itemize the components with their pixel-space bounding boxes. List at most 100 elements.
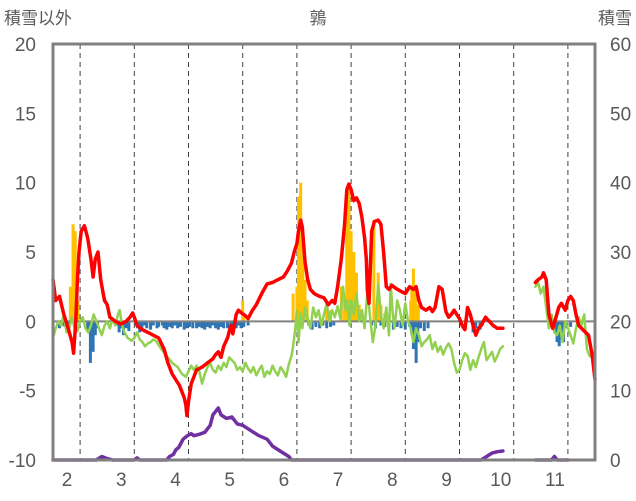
blue-bar-56 — [310, 321, 314, 330]
orange-bar-7 — [295, 286, 299, 322]
blue-bar-52 — [239, 321, 243, 329]
orange-bar-19 — [349, 231, 353, 322]
blue-bar-47 — [226, 321, 230, 329]
x-tick-label: 11 — [545, 470, 565, 491]
blue-bar-75 — [414, 321, 418, 363]
blue-bar-69 — [395, 321, 399, 327]
blue-bar-65 — [379, 321, 383, 326]
blue-bar-18 — [142, 321, 146, 326]
y-right-tick-label: 10 — [610, 382, 631, 403]
blue-bar-70 — [399, 321, 403, 329]
orange-bar-6 — [291, 293, 295, 322]
x-tick-label: 4 — [170, 470, 181, 491]
x-tick-labels: 2 3 4 5 6 7 8 9 10 11 — [62, 470, 565, 491]
blue-bar-46 — [222, 321, 226, 329]
y-left-tick-label: 0 — [25, 312, 36, 333]
y-right-tick-label: 30 — [610, 243, 631, 264]
blue-bar-51 — [236, 321, 240, 326]
blue-bar-44 — [216, 321, 220, 330]
orange-bar-32 — [416, 304, 420, 322]
y-left-tick-label: 20 — [15, 35, 36, 56]
blue-bar-7 — [93, 321, 97, 336]
orange-bar-4 — [241, 300, 245, 322]
y-left-tick-labels: -10 -5 0 5 10 15 20 — [9, 35, 36, 472]
grid-lines — [79, 44, 569, 460]
green-series-segment-1 — [534, 281, 597, 361]
orange-bar-8 — [297, 196, 301, 322]
y-right-tick-label: 50 — [610, 104, 631, 125]
blue-bar-5 — [88, 321, 92, 363]
green-series-segment-0 — [51, 282, 505, 385]
blue-bar-39 — [203, 321, 207, 330]
x-tick-label: 8 — [387, 470, 398, 491]
blue-bar-20 — [149, 321, 153, 330]
blue-bar-33 — [185, 321, 189, 329]
blue-bar-23 — [157, 321, 161, 327]
orange-bar-0 — [68, 286, 72, 322]
blue-bar-36 — [195, 321, 199, 329]
blue-bar-57 — [314, 321, 318, 327]
orange-bar-31 — [414, 290, 418, 322]
blue-bar-19 — [145, 321, 149, 329]
blue-bar-87 — [557, 321, 561, 347]
x-tick-label: 7 — [333, 470, 344, 491]
orange-bar-17 — [345, 196, 349, 322]
blue-bar-61 — [329, 321, 333, 327]
blue-bar-10 — [117, 321, 121, 333]
orange-bar-24 — [372, 220, 376, 322]
blue-bar-31 — [178, 321, 182, 327]
orange-bar-18 — [347, 182, 351, 322]
y-right-tick-label: 40 — [610, 174, 631, 195]
left-axis-title: 積雪以外 — [4, 9, 72, 29]
blue-bar-43 — [214, 321, 218, 329]
x-tick-label: 6 — [279, 470, 290, 491]
x-tick-label: 2 — [62, 470, 73, 491]
blue-bar-74 — [411, 321, 415, 350]
blue-bar-24 — [160, 321, 164, 326]
blue-bar-71 — [403, 321, 407, 330]
blue-bar-26 — [165, 321, 169, 330]
blue-bar-32 — [182, 321, 186, 330]
blue-bar-6 — [91, 321, 95, 352]
blue-bar-81 — [474, 321, 478, 329]
blue-bar-45 — [219, 321, 223, 327]
orange-bar-10 — [301, 245, 305, 322]
orange-bar-11 — [303, 279, 307, 322]
blue-bar-91 — [569, 321, 573, 327]
y-right-tick-label: 20 — [610, 312, 631, 333]
chart-title: 鶉 — [310, 9, 327, 29]
y-left-tick-label: 15 — [15, 104, 36, 125]
blue-bar-42 — [211, 321, 215, 326]
blue-bar-27 — [168, 321, 172, 327]
orange-bar-13 — [325, 307, 329, 322]
blue-bar-17 — [140, 321, 144, 329]
y-left-tick-label: 5 — [25, 243, 36, 264]
blue-bar-35 — [191, 321, 195, 329]
red-series-segment-0 — [51, 182, 505, 418]
x-tick-label: 5 — [224, 470, 235, 491]
orange-bar-12 — [305, 300, 309, 322]
orange-bar-9 — [299, 182, 303, 322]
orange-bar-1 — [71, 224, 75, 322]
y-right-tick-label: 0 — [610, 451, 621, 472]
y-left-tick-label: -10 — [9, 451, 36, 472]
blue-bar-13 — [124, 321, 128, 329]
x-tick-label: 10 — [490, 470, 511, 491]
blue-bar-14 — [127, 321, 131, 332]
y-left-tick-label: 10 — [15, 174, 36, 195]
blue-bar-62 — [332, 321, 336, 326]
blue-bar-4 — [86, 321, 90, 330]
x-tick-label: 3 — [116, 470, 127, 491]
blue-bar-79 — [426, 321, 430, 329]
blue-bar-58 — [318, 321, 322, 329]
blue-bar-21 — [151, 321, 155, 326]
blue-bar-34 — [188, 321, 192, 327]
blue-bar-22 — [155, 321, 159, 329]
orange-bar-20 — [352, 252, 356, 322]
blue-bar-60 — [325, 321, 329, 329]
blue-bar-41 — [208, 321, 212, 329]
blue-bar-40 — [205, 321, 209, 327]
right-axis-title: 積雪 — [598, 9, 632, 29]
orange-bar-16 — [343, 300, 347, 322]
y-right-tick-label: 60 — [610, 35, 631, 56]
